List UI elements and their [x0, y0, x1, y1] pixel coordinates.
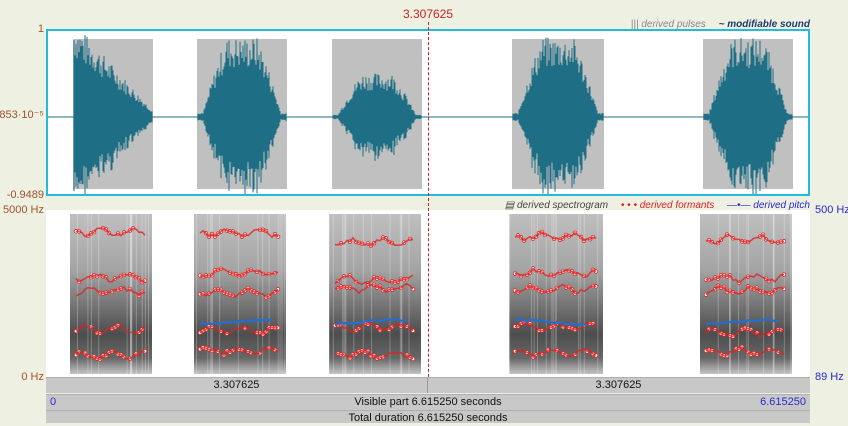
- right-half-button[interactable]: 3.307625: [595, 379, 642, 391]
- formant-track: [514, 347, 597, 359]
- formant-track: [705, 273, 785, 284]
- formant-track: [75, 286, 146, 298]
- legend-pulses: ||| derived pulses: [630, 19, 706, 30]
- pitch-contour: [199, 318, 273, 326]
- formant-track: [199, 325, 279, 336]
- spectrogram-plot: [70, 214, 793, 374]
- wave-zero-label: 8.853·10⁻⁵: [0, 109, 44, 121]
- formant-track: [199, 287, 279, 299]
- spec-max-freq-label: 5000 Hz: [3, 204, 44, 216]
- cursor-time-label: 3.307625: [402, 7, 454, 21]
- legend-top: ||| derived pulses ~ modifiable sound: [621, 19, 810, 30]
- left-half-button[interactable]: 3.307625: [46, 378, 428, 393]
- formant-track: [705, 284, 785, 296]
- formant-track: [75, 227, 146, 238]
- total-duration-label: Total duration 6.615250 seconds: [348, 412, 508, 424]
- formant-track: [75, 273, 146, 284]
- formant-track: [705, 345, 785, 357]
- formant-track: [705, 233, 785, 245]
- total-duration-bar[interactable]: Total duration 6.615250 seconds: [46, 410, 810, 424]
- waveform-plot: [48, 35, 808, 194]
- legend-spectrogram-item: ▤ derived spectrogram: [504, 200, 609, 211]
- visible-start-label: 0: [50, 396, 57, 408]
- formant-track: [199, 268, 279, 278]
- formant-track: [75, 324, 146, 335]
- spec-min-freq-label: 0 Hz: [21, 371, 44, 383]
- pitch-min-label: 89 Hz: [815, 371, 844, 383]
- wave-max-label: 1: [37, 23, 44, 35]
- pitch-contour: [334, 318, 408, 326]
- spectrogram-block: [329, 214, 421, 374]
- visible-end-label: 6.615250: [760, 396, 806, 408]
- waveform-trace: [73, 35, 793, 194]
- formant-track: [334, 236, 414, 247]
- legend-spectrogram: ▤ derived spectrogram • • • derived form…: [495, 200, 810, 211]
- legend-sound: ~ modifiable sound: [718, 19, 810, 30]
- pitch-max-label: 500 Hz: [815, 204, 848, 216]
- half-selection-bar: 3.307625 3.307625: [46, 377, 810, 393]
- formant-track: [514, 231, 597, 242]
- pitch-contour: [514, 318, 588, 326]
- visible-part-bar[interactable]: 0 Visible part 6.615250 seconds 6.615250: [46, 394, 810, 410]
- formant-track: [334, 349, 414, 360]
- formant-track: [514, 321, 597, 332]
- legend-pitch: —•— derived pitch: [727, 200, 810, 211]
- formant-track: [75, 350, 146, 361]
- formant-track: [334, 282, 414, 295]
- pitch-contour: [705, 318, 779, 325]
- formant-track: [514, 267, 597, 278]
- cursor-line: [428, 22, 429, 392]
- wave-min-label: -0.9489: [6, 189, 44, 201]
- formant-track: [334, 321, 414, 333]
- formant-track: [705, 327, 785, 339]
- formant-track: [514, 283, 597, 295]
- formant-track: [199, 346, 279, 357]
- formant-track: [199, 228, 279, 239]
- visible-part-label: Visible part 6.615250 seconds: [354, 396, 502, 408]
- formant-track: [334, 274, 414, 286]
- legend-formants: • • • derived formants: [620, 200, 715, 211]
